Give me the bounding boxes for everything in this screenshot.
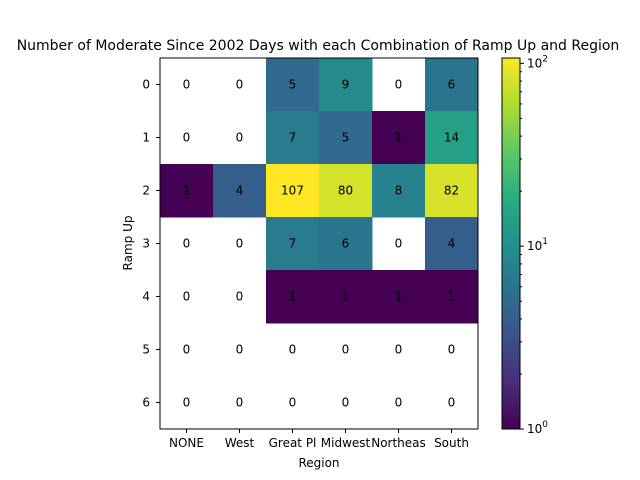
- cell-value-label: 0: [183, 237, 191, 251]
- y-tick-label: 5: [142, 343, 150, 357]
- cell-value-label: 5: [289, 78, 297, 92]
- cell-value-label: 7: [289, 131, 297, 145]
- y-tick-label: 0: [142, 78, 150, 92]
- cell-value-label: 1: [342, 290, 350, 304]
- heatmap-cell: [160, 164, 214, 218]
- cell-value-label: 8: [395, 184, 403, 198]
- heatmap-cell: [425, 270, 479, 324]
- cell-labels: 0 0 5 9 0 60 0 7 5 1 141 4 107 80 8 820 0 7 6 0 40 0 1 1 1 10 0 0 0 0…: [183, 78, 459, 410]
- cell-value-label: 5: [342, 131, 350, 145]
- x-tick-label: NONE: [169, 436, 204, 450]
- cell-value-label: 1: [289, 290, 297, 304]
- heatmap-cell: [425, 164, 479, 218]
- y-axis-label: Ramp Up: [121, 216, 135, 271]
- cell-value-label: 0: [395, 78, 403, 92]
- heatmap-cell: [319, 164, 373, 218]
- cell-value-label: 0: [183, 78, 191, 92]
- heatmap-cell: [319, 270, 373, 324]
- cell-value-label: 0: [236, 396, 244, 410]
- heatmap-cell: [319, 111, 373, 165]
- heatmap-cell: [266, 111, 320, 165]
- cell-value-label: 80: [338, 184, 353, 198]
- colorbar-tick-label: 100: [527, 420, 548, 436]
- cell-value-label: 14: [444, 131, 459, 145]
- cell-value-label: 0: [236, 343, 244, 357]
- x-tick-label: Midwest: [321, 436, 371, 450]
- cell-value-label: 1: [395, 290, 403, 304]
- cell-value-label: 0: [183, 343, 191, 357]
- heatmap-cell: [266, 164, 320, 218]
- cell-value-label: 0: [395, 396, 403, 410]
- chart-title: Number of Moderate Since 2002 Days with …: [17, 38, 620, 54]
- y-tick-label: 6: [142, 396, 150, 410]
- cell-value-label: 4: [448, 237, 456, 251]
- y-tick-label: 3: [142, 237, 150, 251]
- heatmap-cells: [160, 58, 479, 324]
- cell-value-label: 1: [183, 184, 191, 198]
- heatmap-cell: [266, 217, 320, 271]
- cell-value-label: 0: [183, 396, 191, 410]
- cell-value-label: 0: [289, 396, 297, 410]
- cell-value-label: 0: [448, 396, 456, 410]
- cell-value-label: 0: [395, 343, 403, 357]
- heatmap-cell: [425, 58, 479, 112]
- heatmap-cell: [372, 111, 426, 165]
- heatmap-cell: [372, 270, 426, 324]
- x-axis-label: Region: [298, 456, 339, 470]
- cell-value-label: 0: [342, 396, 350, 410]
- heatmap-cell: [319, 217, 373, 271]
- heatmap-cell: [425, 111, 479, 165]
- cell-value-label: 0: [183, 290, 191, 304]
- heatmap-cell: [213, 164, 267, 218]
- y-tick-label: 2: [142, 184, 150, 198]
- cell-value-label: 7: [289, 237, 297, 251]
- cell-value-label: 0: [448, 343, 456, 357]
- heatmap-cell: [266, 270, 320, 324]
- cell-value-label: 107: [281, 184, 304, 198]
- y-tick-label: 4: [142, 290, 150, 304]
- colorbar-tick-label: 101: [527, 237, 548, 253]
- colorbar-ticks: 100 101 102: [520, 54, 548, 436]
- cell-value-label: 0: [289, 343, 297, 357]
- heatmap-cell: [319, 58, 373, 112]
- cell-value-label: 1: [395, 131, 403, 145]
- x-tick-label: West: [225, 436, 255, 450]
- x-tick-label: South: [434, 436, 469, 450]
- cell-value-label: 0: [236, 290, 244, 304]
- cell-value-label: 9: [342, 78, 350, 92]
- y-axis-ticks: 0 1 2 3 4 5 6: [142, 78, 160, 410]
- heatmap-cell: [372, 164, 426, 218]
- y-tick-label: 1: [142, 131, 150, 145]
- heatmap-cell: [266, 58, 320, 112]
- cell-value-label: 6: [342, 237, 350, 251]
- colorbar: [501, 57, 521, 430]
- colorbar-tick-label: 102: [527, 54, 548, 70]
- cell-value-label: 1: [448, 290, 456, 304]
- x-axis-ticks: NONE West Great Pl Midwest Northeas South: [169, 429, 469, 450]
- x-tick-label: Great Pl: [269, 436, 317, 450]
- cell-value-label: 6: [448, 78, 456, 92]
- cell-value-label: 0: [236, 131, 244, 145]
- heatmap-cell: [425, 217, 479, 271]
- cell-value-label: 0: [236, 78, 244, 92]
- cell-value-label: 82: [444, 184, 459, 198]
- cell-value-label: 0: [183, 131, 191, 145]
- cell-value-label: 0: [236, 237, 244, 251]
- cell-value-label: 4: [236, 184, 244, 198]
- x-tick-label: Northeas: [371, 436, 426, 450]
- cell-value-label: 0: [342, 343, 350, 357]
- cell-value-label: 0: [395, 237, 403, 251]
